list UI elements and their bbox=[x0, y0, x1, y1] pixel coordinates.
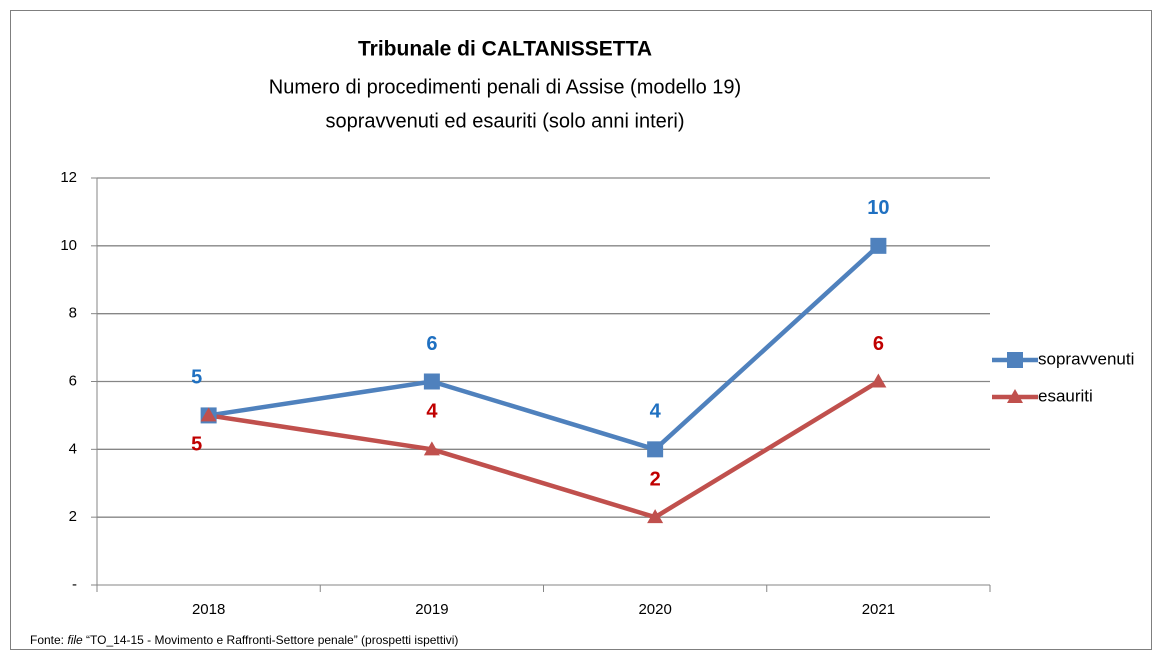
y-tick-label: 10 bbox=[60, 237, 77, 254]
data-point bbox=[647, 441, 664, 458]
legend-marker bbox=[1007, 389, 1023, 403]
y-tick-label: 4 bbox=[69, 440, 77, 457]
data-point bbox=[870, 373, 887, 388]
data-label: 6 bbox=[873, 333, 884, 355]
data-label: 5 bbox=[191, 367, 202, 389]
source-prefix: Fonte: bbox=[30, 633, 67, 647]
legend-label: sopravvenuti bbox=[1038, 349, 1134, 368]
data-label: 4 bbox=[650, 401, 662, 423]
data-point bbox=[647, 509, 664, 524]
x-tick-label: 2018 bbox=[192, 601, 225, 618]
chart-subtitle: Numero di procedimenti penali di Assise … bbox=[269, 76, 741, 98]
data-label: 5 bbox=[191, 434, 202, 456]
y-tick-label: 12 bbox=[60, 169, 77, 186]
x-tick-label: 2020 bbox=[638, 601, 671, 618]
source-rest: “TO_14-15 - Movimento e Raffronti-Settor… bbox=[83, 633, 459, 647]
data-label: 4 bbox=[426, 401, 438, 423]
x-tick-label: 2019 bbox=[415, 601, 448, 618]
source-italic: file bbox=[67, 633, 83, 647]
x-tick-label: 2021 bbox=[862, 601, 895, 618]
source-note: Fonte: file “TO_14-15 - Movimento e Raff… bbox=[30, 633, 458, 647]
data-point bbox=[200, 407, 217, 422]
chart-subtitle: sopravvenuti ed esauriti (solo anni inte… bbox=[325, 110, 684, 132]
data-label: 2 bbox=[650, 468, 661, 490]
y-tick-label: - bbox=[72, 576, 77, 593]
data-label: 6 bbox=[426, 333, 437, 355]
series-line bbox=[208, 379, 880, 520]
legend-marker bbox=[1007, 352, 1023, 368]
y-tick-label: 2 bbox=[69, 508, 77, 525]
chart-border bbox=[10, 10, 1152, 650]
y-tick-label: 6 bbox=[69, 372, 77, 389]
legend-label: esauriti bbox=[1038, 386, 1093, 405]
chart-title: Tribunale di CALTANISSETTA bbox=[358, 38, 652, 61]
data-point bbox=[870, 237, 887, 254]
series-line bbox=[208, 244, 880, 452]
data-point bbox=[423, 441, 440, 456]
data-point bbox=[423, 373, 440, 390]
y-tick-label: 8 bbox=[69, 305, 77, 322]
data-label: 10 bbox=[867, 197, 889, 219]
